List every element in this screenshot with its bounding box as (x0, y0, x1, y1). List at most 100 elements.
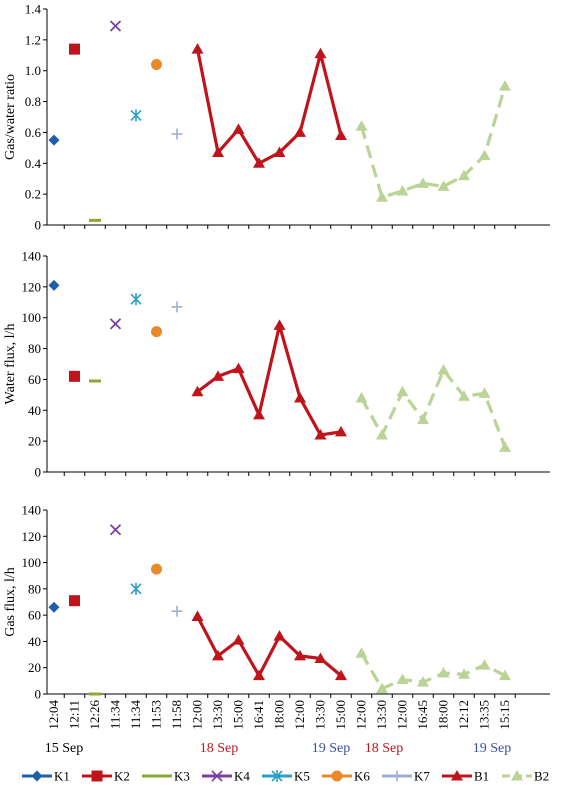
data-point-k5 (130, 109, 142, 122)
x-tick-label: 12:11 (67, 700, 82, 729)
data-point-k7 (171, 301, 183, 313)
data-point-b2 (417, 413, 429, 425)
data-point-b1 (314, 652, 327, 664)
data-point-b1 (335, 425, 347, 437)
data-point-b2 (355, 391, 368, 403)
y-tick-label: 0 (35, 465, 42, 480)
data-point-k4 (109, 318, 122, 330)
x-tick-label: 12:26 (87, 700, 102, 730)
data-point-b1 (253, 157, 265, 168)
data-point-b1 (294, 126, 306, 137)
y-tick-label: 80 (28, 341, 41, 356)
y-tick-label: 120 (22, 529, 42, 544)
legend-item-k3: K3 (142, 769, 190, 784)
x-tick-label: 18:00 (436, 700, 451, 730)
series-line-b1 (195, 48, 343, 165)
x-tick-label: 16:41 (251, 700, 266, 730)
data-point-k4 (109, 524, 122, 536)
legend-label: K3 (174, 769, 190, 784)
data-point-b1 (232, 634, 245, 645)
y-tick-label: 1.0 (25, 63, 41, 78)
data-point-k2 (69, 595, 80, 607)
x-tick-label: 11:53 (149, 700, 164, 729)
data-point-k6 (151, 59, 162, 71)
data-point-b1 (294, 391, 306, 403)
y-tick-label: 60 (28, 372, 41, 387)
y-axis-label: Gas flux, l/h (3, 567, 18, 637)
x-tick-label: 12:12 (456, 700, 471, 730)
data-point-b1 (232, 362, 245, 374)
date-label: 19 Sep (473, 741, 512, 756)
y-tick-label: 80 (28, 581, 41, 596)
data-point-b2 (478, 387, 491, 398)
x-tick-label: 11:58 (169, 700, 184, 729)
series-line-b2 (359, 85, 507, 199)
data-point-b2 (396, 385, 409, 397)
data-point-b2 (458, 390, 470, 401)
legend-label: B1 (474, 769, 489, 784)
data-point-b2 (417, 676, 429, 687)
y-tick-label: 20 (28, 434, 41, 449)
y-tick-label: 0.4 (25, 156, 42, 171)
data-point-b1 (335, 129, 347, 141)
x-tick-label: 13:30 (313, 700, 328, 730)
legend-label: K7 (414, 769, 430, 784)
data-point-k3 (89, 692, 101, 696)
data-point-k1 (48, 601, 60, 613)
x-tick-label: 15:00 (333, 700, 348, 730)
data-point-b1 (212, 370, 224, 381)
data-point-b1 (212, 146, 224, 157)
y-tick-label: 0.8 (25, 94, 41, 109)
legend-marker (31, 770, 43, 782)
y-tick-label: 0.6 (25, 125, 42, 140)
legend-label: B2 (534, 769, 549, 784)
data-point-b1 (294, 649, 306, 661)
data-point-k3 (89, 218, 101, 222)
data-point-k6 (151, 326, 162, 338)
x-tick-label: 12:00 (395, 700, 410, 730)
y-tick-label: 0 (35, 687, 42, 702)
legend-marker (211, 770, 223, 782)
data-point-k7 (171, 605, 183, 617)
data-point-b2 (376, 682, 388, 694)
date-label: 18 Sep (365, 741, 404, 756)
x-tick-label: 11:34 (128, 700, 143, 730)
data-point-b2 (478, 149, 491, 161)
x-tick-label: 12:04 (46, 700, 61, 730)
data-point-b1 (273, 146, 286, 157)
y-tick-label: 1.2 (25, 32, 41, 47)
panel-1: 0 0.2 0.4 0.6 0.8 1.0 1.2 1.4 Gas/water ratio (3, 2, 550, 233)
data-point-b1 (191, 385, 204, 397)
panel-2: 0 20 40 60 80 100 120 140 Water flux, l/h (3, 249, 550, 480)
x-tick-label: 18:00 (272, 700, 287, 730)
y-tick-label: 20 (28, 660, 41, 675)
data-point-b2 (355, 647, 368, 658)
date-label: 19 Sep (312, 741, 351, 756)
legend-marker (91, 770, 103, 782)
data-point-b1 (212, 649, 224, 661)
data-point-b2 (458, 169, 470, 181)
legend-item-b1: B1 (442, 769, 489, 784)
series-line-b2 (360, 652, 506, 691)
series-line-b1 (196, 615, 343, 678)
x-tick-label: 15:00 (231, 700, 246, 730)
data-point-b2 (437, 364, 450, 375)
x-tick-labels: 12:04 12:11 12:26 11:34 11:34 11:53 11:58 12:00… (46, 700, 512, 730)
x-tick-label: 12:00 (292, 700, 307, 730)
data-point-b2 (376, 191, 388, 202)
legend-label: K5 (294, 769, 310, 784)
y-tick-label: 100 (22, 310, 42, 325)
data-point-k6 (151, 563, 162, 575)
y-tick-label: 40 (28, 634, 41, 649)
data-point-b1 (253, 669, 265, 681)
y-tick-label: 1.4 (25, 2, 42, 17)
data-point-b1 (335, 669, 347, 681)
y-tick-label: 140 (22, 249, 42, 264)
x-tick-label: 13:35 (477, 700, 492, 730)
x-tick-label: 12:00 (190, 700, 205, 730)
data-point-b2 (355, 120, 368, 131)
data-point-k2 (69, 370, 80, 382)
data-point-k3 (89, 379, 101, 383)
data-point-b1 (273, 630, 286, 641)
